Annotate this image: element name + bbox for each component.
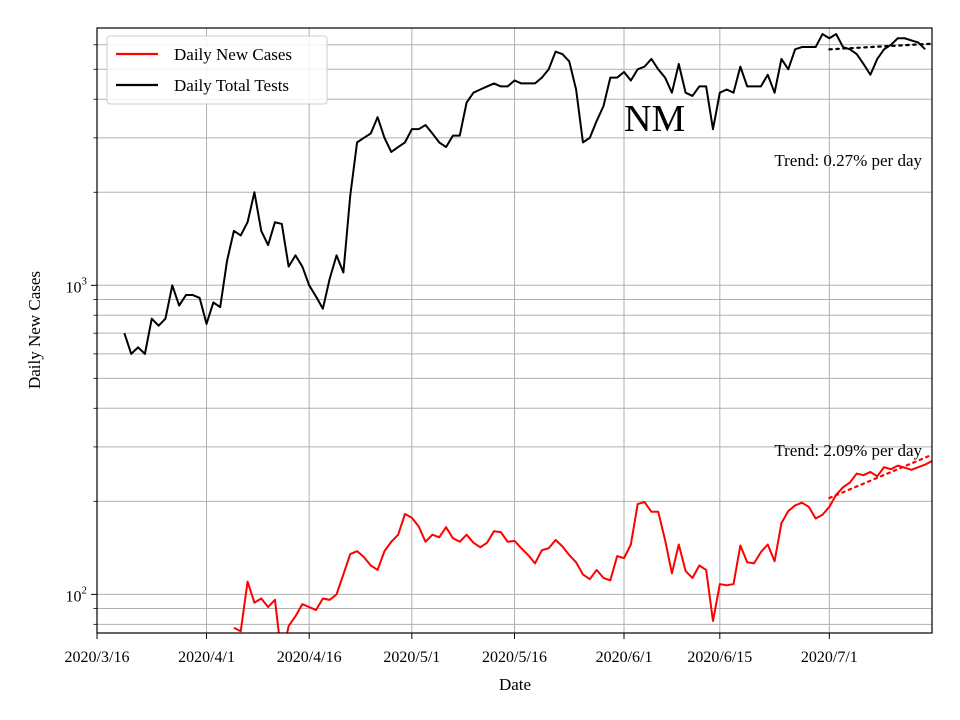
trend-label-tests: Trend: 0.27% per day <box>774 151 922 170</box>
y-tick-label: 102 <box>66 584 88 605</box>
x-tick-label: 2020/4/1 <box>178 649 235 666</box>
series-lines <box>123 33 932 633</box>
x-tick-label: 2020/4/16 <box>277 649 342 666</box>
legend-label-cases: Daily New Cases <box>174 45 292 64</box>
y-axis-title: Daily New Cases <box>25 271 44 389</box>
legend-box <box>106 35 328 105</box>
x-tick-label: 2020/5/16 <box>482 649 547 666</box>
annotations: Trend: 0.27% per day Trend: 2.09% per da… <box>624 98 922 460</box>
legend: Daily New Cases Daily Total Tests <box>106 35 328 105</box>
x-tick-label: 2020/6/1 <box>596 649 653 666</box>
x-tick-label: 2020/7/1 <box>801 649 858 666</box>
y-tick-exponent: 3 <box>82 275 88 287</box>
y-tick-base: 10 <box>66 588 82 605</box>
state-label: NM <box>624 98 685 140</box>
series-line-cases <box>233 460 932 633</box>
y-tick-exponent: 2 <box>82 584 88 596</box>
x-axis-title: Date <box>499 675 531 694</box>
x-tick-label: 2020/5/1 <box>383 649 440 666</box>
series-line-tests <box>123 33 926 355</box>
x-tick-label: 2020/3/16 <box>65 649 130 666</box>
legend-label-tests: Daily Total Tests <box>174 76 289 95</box>
trendline-cases <box>828 453 932 500</box>
y-tick-label: 103 <box>66 275 88 296</box>
trendlines <box>828 42 932 500</box>
y-tick-base: 10 <box>66 279 82 296</box>
x-tick-label: 2020/6/15 <box>687 649 752 666</box>
grid <box>96 28 932 633</box>
axis-ticks: 2020/3/16 2020/4/1 2020/4/16 2020/5/1 2020/5… <box>65 44 858 666</box>
trend-label-cases: Trend: 2.09% per day <box>774 441 922 460</box>
